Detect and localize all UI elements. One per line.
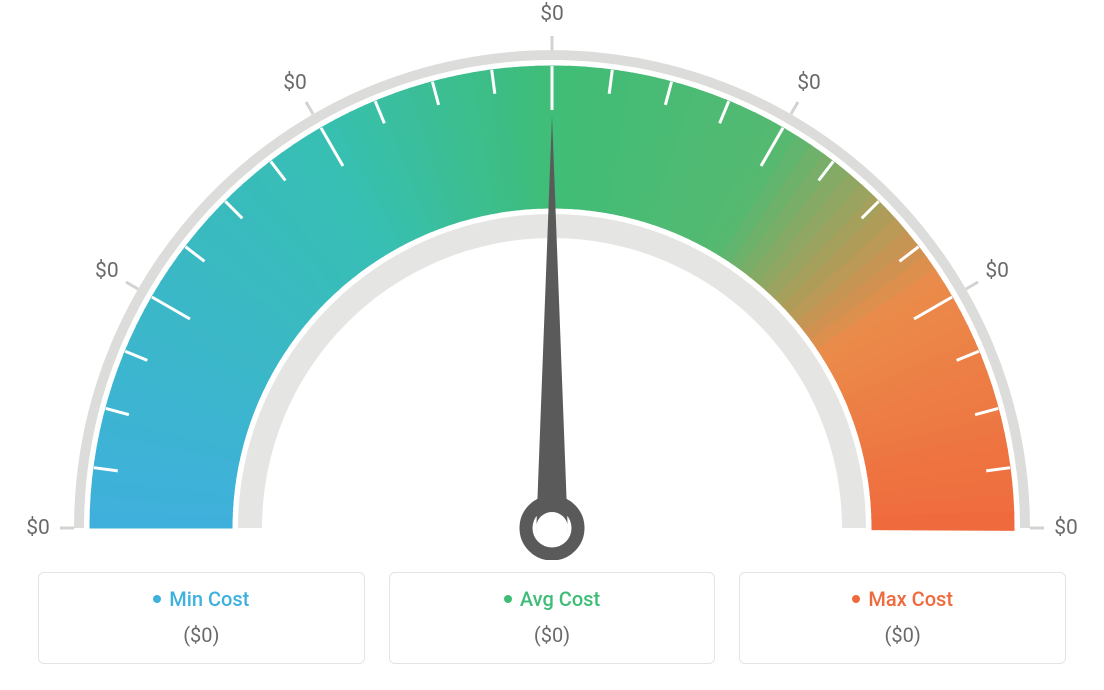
legend-label-max: Max Cost (868, 587, 953, 611)
legend-label-min: Min Cost (169, 587, 249, 611)
legend-dot-min (153, 595, 161, 603)
gauge-chart: $0 $0 $0 $0 $0 $0 $0 (0, 0, 1104, 560)
gauge-tick-label: $0 (1054, 516, 1078, 540)
legend-card-min: Min Cost ($0) (38, 572, 365, 664)
legend-dot-avg (504, 595, 512, 603)
legend-value-avg: ($0) (400, 623, 705, 647)
legend-title-min: Min Cost (153, 587, 249, 611)
legend-card-avg: Avg Cost ($0) (389, 572, 716, 664)
legend-title-avg: Avg Cost (504, 587, 600, 611)
legend-card-max: Max Cost ($0) (739, 572, 1066, 664)
legend-row: Min Cost ($0) Avg Cost ($0) Max Cost ($0… (38, 572, 1066, 664)
legend-label-avg: Avg Cost (520, 587, 600, 611)
gauge-tick-label: $0 (985, 259, 1009, 283)
legend-title-max: Max Cost (852, 587, 953, 611)
legend-value-max: ($0) (750, 623, 1055, 647)
gauge-tick-label: $0 (95, 259, 119, 283)
gauge-tick-label: $0 (283, 71, 307, 95)
gauge-tick-label: $0 (540, 2, 564, 26)
legend-dot-max (852, 595, 860, 603)
gauge-tick-label: $0 (26, 516, 50, 540)
gauge-tick-label: $0 (797, 71, 821, 95)
legend-value-min: ($0) (49, 623, 354, 647)
